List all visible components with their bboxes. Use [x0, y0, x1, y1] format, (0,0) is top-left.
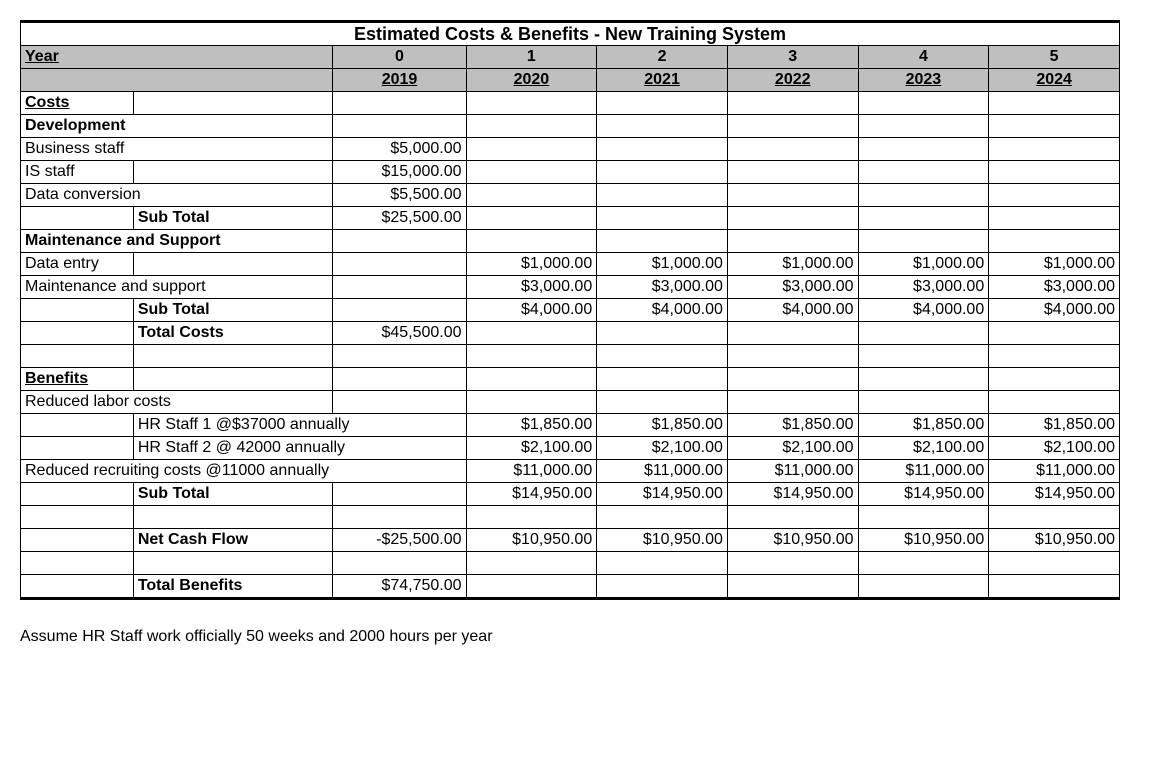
- hr1-v5: $1,850.00: [989, 414, 1120, 437]
- business-staff-v0: $5,000.00: [333, 138, 466, 161]
- ncf-v3: $10,950.00: [727, 529, 858, 552]
- ncf-v0: -$25,500.00: [333, 529, 466, 552]
- maint-sub-v3: $4,000.00: [727, 299, 858, 322]
- table-title: Estimated Costs & Benefits - New Trainin…: [21, 22, 1120, 46]
- hr1-v4: $1,850.00: [858, 414, 989, 437]
- net-cash-flow-label: Net Cash Flow: [133, 529, 333, 552]
- bsub-v3: $14,950.00: [727, 483, 858, 506]
- year-5: 2024: [989, 69, 1120, 92]
- hr2-v2: $2,100.00: [597, 437, 728, 460]
- maint-v1: $3,000.00: [466, 276, 597, 299]
- cost-benefit-table: Estimated Costs & Benefits - New Trainin…: [20, 20, 1120, 600]
- dev-subtotal-label: Sub Total: [133, 207, 333, 230]
- maint-sub-v5: $4,000.00: [989, 299, 1120, 322]
- period-0: 0: [333, 46, 466, 69]
- hr1-v1: $1,850.00: [466, 414, 597, 437]
- hr2-v5: $2,100.00: [989, 437, 1120, 460]
- period-2: 2: [597, 46, 728, 69]
- ncf-v5: $10,950.00: [989, 529, 1120, 552]
- maint-sub-v1: $4,000.00: [466, 299, 597, 322]
- footnote: Assume HR Staff work officially 50 weeks…: [20, 628, 1156, 646]
- data-entry-v1: $1,000.00: [466, 253, 597, 276]
- costs-heading: Costs: [21, 92, 134, 115]
- year-1: 2020: [466, 69, 597, 92]
- period-1: 1: [466, 46, 597, 69]
- year-4: 2023: [858, 69, 989, 92]
- period-3: 3: [727, 46, 858, 69]
- period-4: 4: [858, 46, 989, 69]
- reduced-labor-label: Reduced labor costs: [21, 391, 333, 414]
- bsub-v4: $14,950.00: [858, 483, 989, 506]
- data-conversion-v0: $5,500.00: [333, 184, 466, 207]
- hr2-label: HR Staff 2 @ 42000 annually: [133, 437, 466, 460]
- rec-v3: $11,000.00: [727, 460, 858, 483]
- maint-v2: $3,000.00: [597, 276, 728, 299]
- data-entry-label: Data entry: [21, 253, 134, 276]
- maint-row-label: Maintenance and support: [21, 276, 333, 299]
- is-staff-label: IS staff: [21, 161, 134, 184]
- maint-v3: $3,000.00: [727, 276, 858, 299]
- data-conversion-label: Data conversion: [21, 184, 333, 207]
- business-staff-label: Business staff: [21, 138, 333, 161]
- benefits-subtotal-label: Sub Total: [133, 483, 333, 506]
- year-3: 2022: [727, 69, 858, 92]
- maint-v5: $3,000.00: [989, 276, 1120, 299]
- rec-v2: $11,000.00: [597, 460, 728, 483]
- hr2-v4: $2,100.00: [858, 437, 989, 460]
- year-label: Year: [21, 46, 333, 69]
- maint-sub-v2: $4,000.00: [597, 299, 728, 322]
- total-benefits-label: Total Benefits: [133, 575, 333, 599]
- rec-v4: $11,000.00: [858, 460, 989, 483]
- bsub-v5: $14,950.00: [989, 483, 1120, 506]
- maint-sub-v4: $4,000.00: [858, 299, 989, 322]
- ncf-v4: $10,950.00: [858, 529, 989, 552]
- data-entry-v4: $1,000.00: [858, 253, 989, 276]
- year-0: 2019: [333, 69, 466, 92]
- development-label: Development: [21, 115, 333, 138]
- benefits-heading: Benefits: [21, 368, 134, 391]
- total-costs-label: Total Costs: [133, 322, 333, 345]
- hr1-v2: $1,850.00: [597, 414, 728, 437]
- recruiting-label: Reduced recruiting costs @11000 annually: [21, 460, 467, 483]
- total-benefits-v0: $74,750.00: [333, 575, 466, 599]
- hr1-label: HR Staff 1 @$37000 annually: [133, 414, 466, 437]
- ncf-v2: $10,950.00: [597, 529, 728, 552]
- data-entry-v2: $1,000.00: [597, 253, 728, 276]
- hr1-v3: $1,850.00: [727, 414, 858, 437]
- total-costs-v0: $45,500.00: [333, 322, 466, 345]
- year-2: 2021: [597, 69, 728, 92]
- maint-subtotal-label: Sub Total: [133, 299, 333, 322]
- hr2-v1: $2,100.00: [466, 437, 597, 460]
- maintenance-label: Maintenance and Support: [21, 230, 333, 253]
- rec-v5: $11,000.00: [989, 460, 1120, 483]
- ncf-v1: $10,950.00: [466, 529, 597, 552]
- dev-subtotal-v0: $25,500.00: [333, 207, 466, 230]
- maint-v4: $3,000.00: [858, 276, 989, 299]
- period-5: 5: [989, 46, 1120, 69]
- data-entry-v5: $1,000.00: [989, 253, 1120, 276]
- bsub-v2: $14,950.00: [597, 483, 728, 506]
- rec-v1: $11,000.00: [466, 460, 597, 483]
- data-entry-v3: $1,000.00: [727, 253, 858, 276]
- bsub-v1: $14,950.00: [466, 483, 597, 506]
- hr2-v3: $2,100.00: [727, 437, 858, 460]
- is-staff-v0: $15,000.00: [333, 161, 466, 184]
